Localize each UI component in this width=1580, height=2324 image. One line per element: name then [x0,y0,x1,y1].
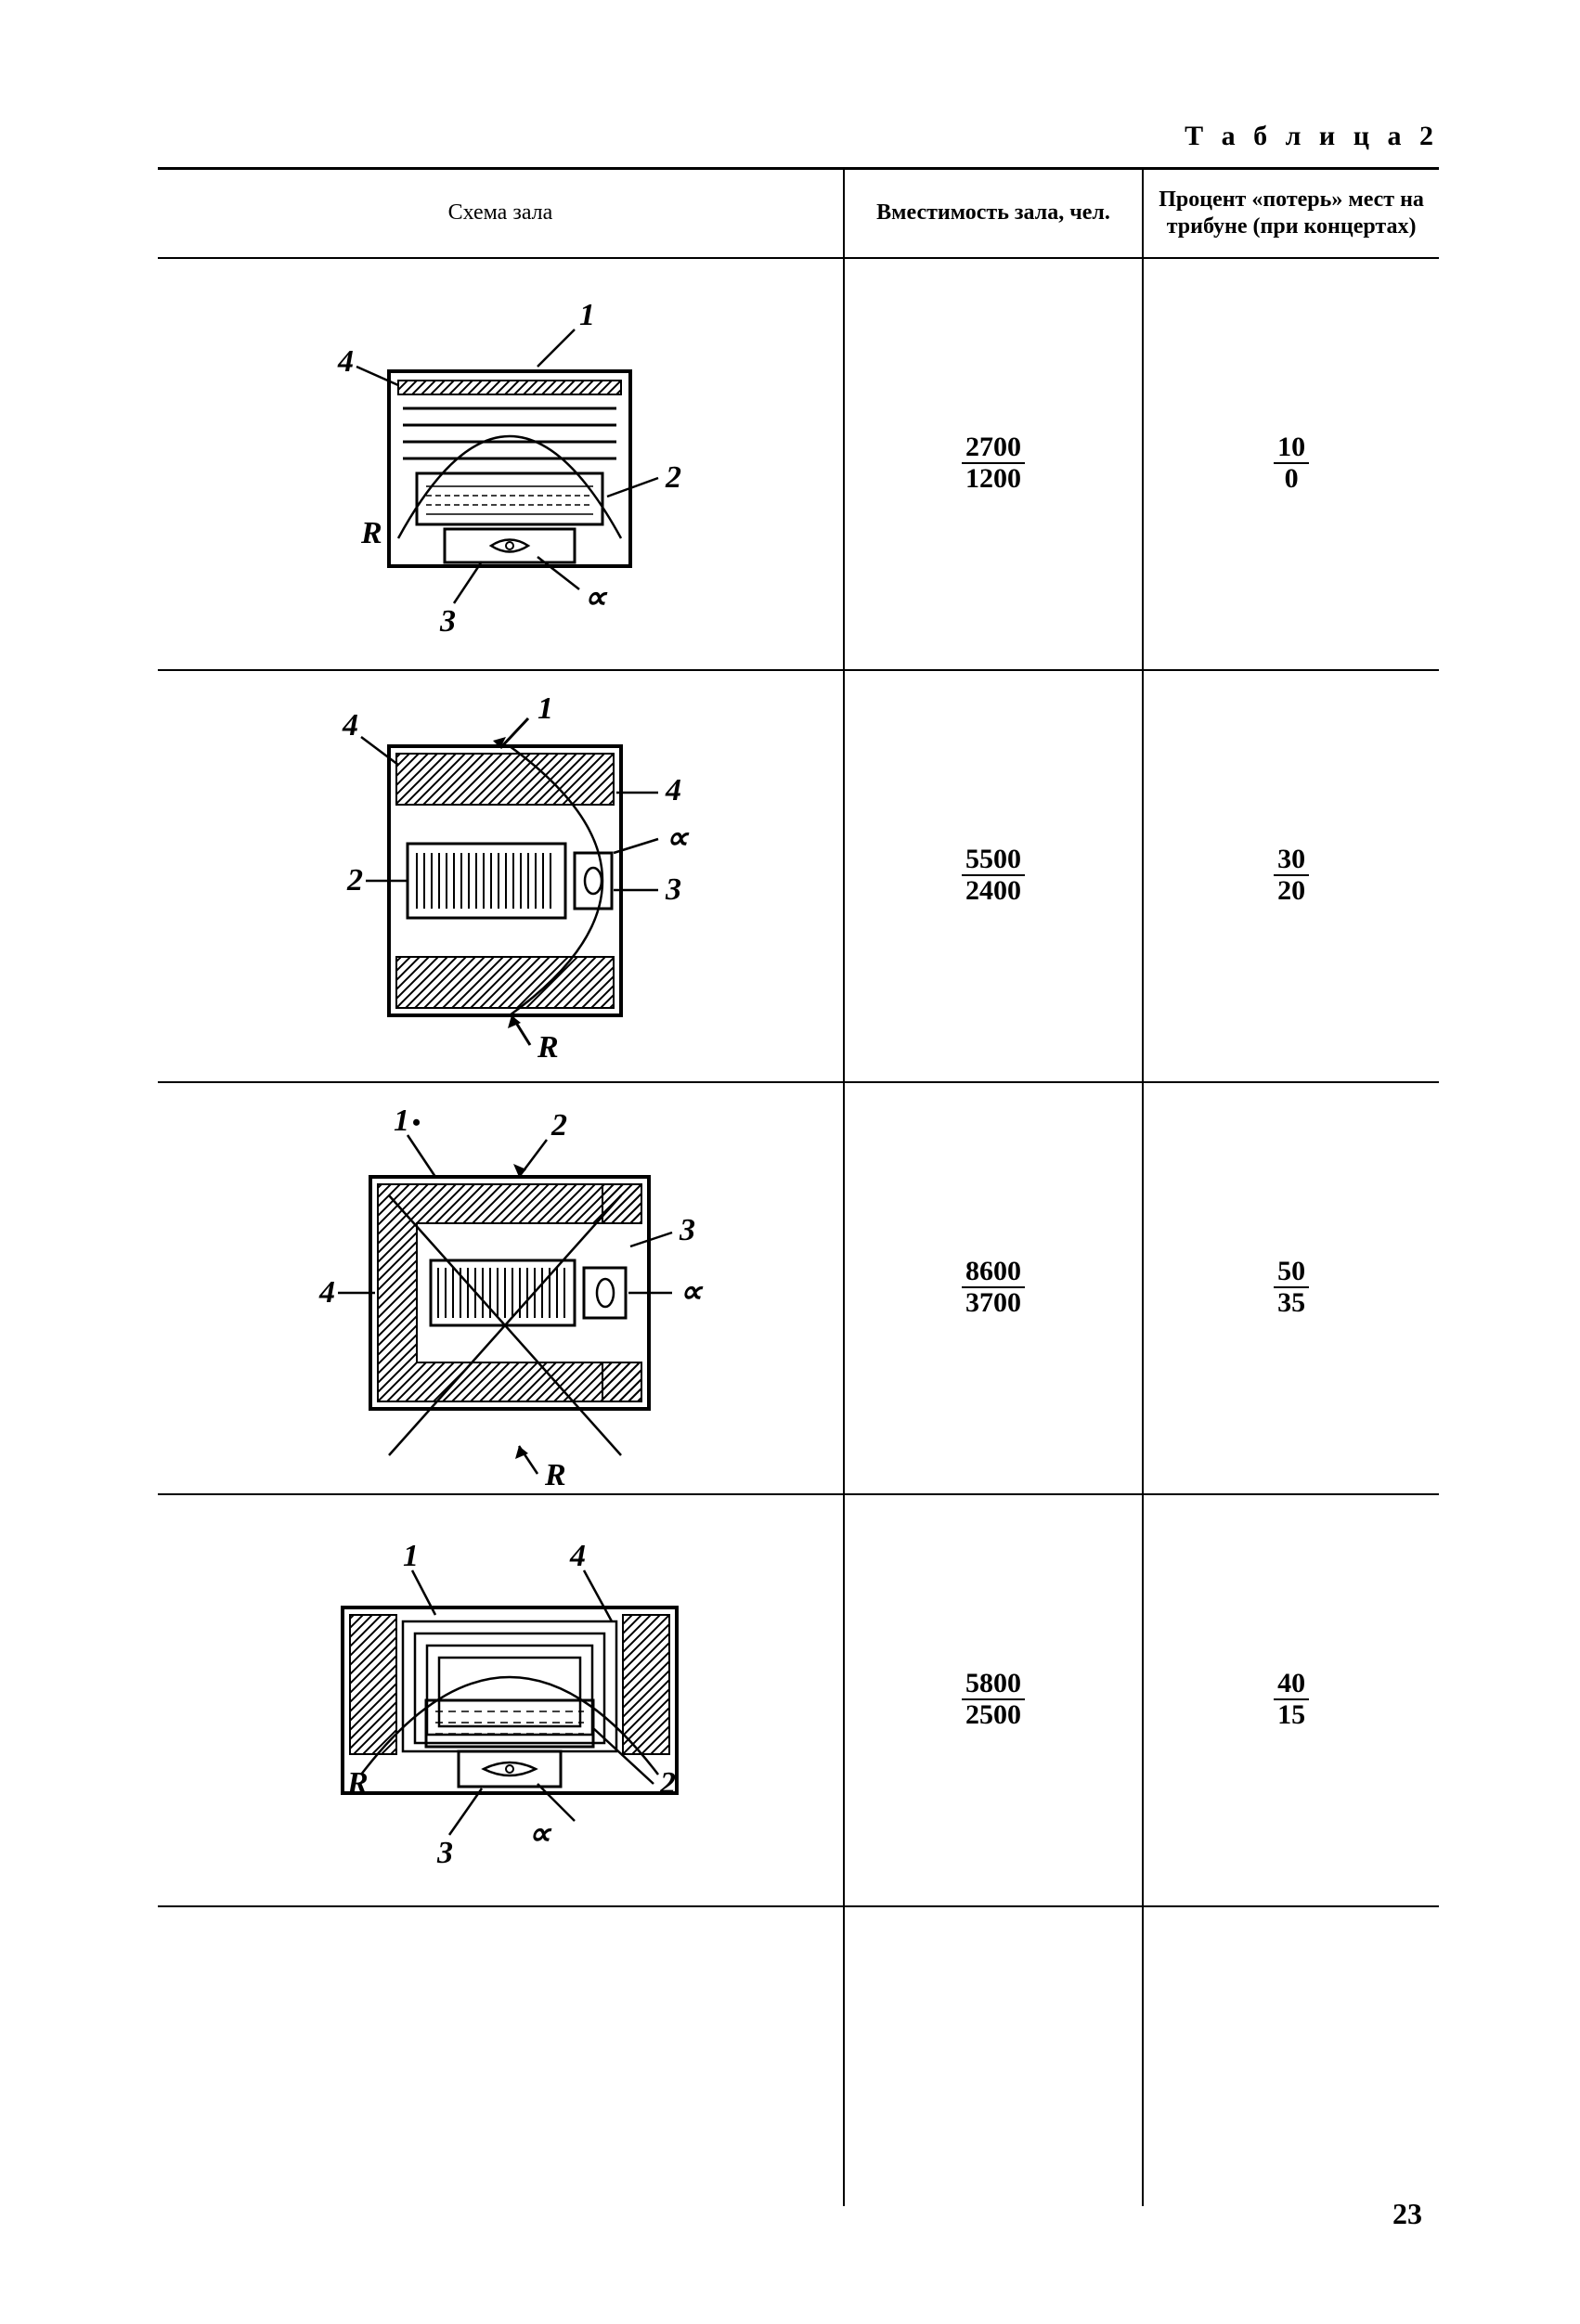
loss-cell: 40 15 [1143,1494,1439,1906]
col-header-loss: Процент «потерь» мест на трибуне (при ко… [1143,169,1439,258]
loss-fraction: 10 0 [1274,433,1309,493]
schema-cell: 1 4 2 3 ∝ R [158,258,844,670]
schema-diagram-4: 1 4 2 3 ∝ R [240,1515,760,1886]
svg-text:2: 2 [659,1766,676,1801]
svg-text:3: 3 [679,1213,695,1247]
capacity-fraction: 8600 3700 [962,1257,1025,1317]
schema-diagram-1: 1 4 2 3 ∝ R [259,278,742,650]
schema-cell: 1 4 4 2 ∝ 3 R [158,670,844,1082]
schema-diagram-2: 1 4 4 2 ∝ 3 R [259,681,742,1071]
svg-text:R: R [360,516,382,550]
loss-fraction: 40 15 [1274,1669,1309,1729]
svg-text:∝: ∝ [584,581,608,615]
col-header-capacity: Вместимость зала, чел. [844,169,1143,258]
loss-cell: 50 35 [1143,1082,1439,1494]
capacity-fraction: 5800 2500 [962,1669,1025,1729]
svg-text:∝: ∝ [666,821,690,856]
loss-cell: 30 20 [1143,670,1439,1082]
svg-text:2: 2 [550,1108,567,1143]
loss-cell: 10 0 [1143,258,1439,670]
capacity-fraction: 2700 1200 [962,433,1025,493]
svg-text:2: 2 [665,460,681,495]
svg-text:3: 3 [436,1836,453,1870]
schema-cell: 1 • 2 3 ∝ 4 R [158,1082,844,1494]
loss-fraction: 30 20 [1274,845,1309,905]
svg-text:R: R [544,1458,566,1492]
table-row: 1 4 4 2 ∝ 3 R 5500 2400 [158,670,1439,1082]
svg-text:1: 1 [537,691,553,726]
table-row: 1 • 2 3 ∝ 4 R 8600 3700 [158,1082,1439,1494]
table-header-row: Схема зала Вместимость зала, чел. Процен… [158,169,1439,258]
capacity-cell [844,1906,1143,2206]
svg-text:4: 4 [569,1539,586,1573]
svg-text:1: 1 [403,1539,419,1573]
svg-text:2: 2 [346,863,363,897]
svg-text:∝: ∝ [680,1275,704,1310]
capacity-cell: 5500 2400 [844,670,1143,1082]
loss-fraction: 50 35 [1274,1257,1309,1317]
capacity-cell: 2700 1200 [844,258,1143,670]
svg-text:1: 1 [394,1104,409,1138]
data-table: Схема зала Вместимость зала, чел. Процен… [158,167,1439,2206]
svg-text:4: 4 [318,1275,335,1310]
table-title: Т а б л и ц а 2 [1185,121,1439,152]
capacity-cell: 5800 2500 [844,1494,1143,1906]
loss-cell [1143,1906,1439,2206]
svg-text:4: 4 [337,344,354,379]
table-row: 1 4 2 3 ∝ R 5800 2500 40 [158,1494,1439,1906]
svg-text:∝: ∝ [528,1817,552,1852]
schema-cell: 1 4 2 3 ∝ R [158,1494,844,1906]
capacity-cell: 8600 3700 [844,1082,1143,1494]
svg-text:3: 3 [665,872,681,907]
svg-text:R: R [346,1766,369,1801]
page-number: 23 [1392,2197,1422,2231]
svg-text:4: 4 [342,708,358,742]
schema-diagram-3: 1 • 2 3 ∝ 4 R [250,1084,751,1492]
svg-text:•: • [412,1109,421,1136]
table-row: 1 4 2 3 ∝ R 2700 1200 10 [158,258,1439,670]
svg-text:1: 1 [579,298,595,332]
capacity-fraction: 5500 2400 [962,845,1025,905]
col-header-schema: Схема зала [158,169,844,258]
svg-text:3: 3 [439,604,456,639]
svg-text:R: R [537,1030,559,1065]
svg-text:4: 4 [665,773,681,807]
schema-cell [158,1906,844,2206]
table-row [158,1906,1439,2206]
